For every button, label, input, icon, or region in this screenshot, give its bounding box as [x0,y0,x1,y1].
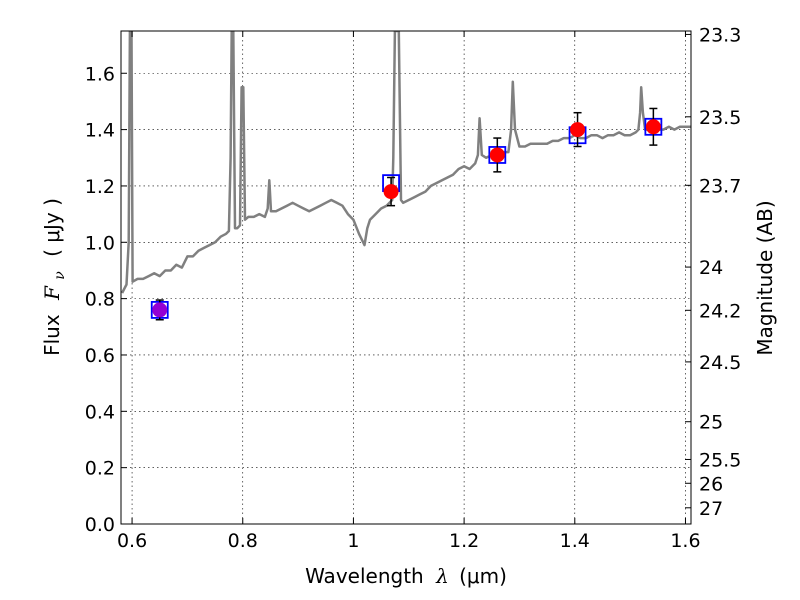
plot-series [121,31,691,321]
y-axis-label-subscript: ν [52,271,68,280]
y2-tick-label: 23.7 [699,175,741,197]
x-axis-label-prefix: Wavelength [305,564,424,588]
y2-tick-label: 25 [699,412,723,434]
observed-flux-point [489,147,505,163]
y-tick-label: 1.6 [85,63,115,85]
y-axis-label-units: ( μJy ) [40,198,64,257]
y2-tick-label: 24.5 [699,352,741,374]
plot-clip-group [121,31,691,321]
model-spectrum-line [121,31,691,294]
x-axis-label-units: (μm) [459,564,507,588]
observed-flux-point [570,122,586,138]
y-tick-label: 0.4 [85,401,115,423]
y2-tick-label: 24 [699,257,723,279]
x-tick-label: 0.6 [117,530,147,552]
observed-flux-point [645,119,661,135]
y-axis-label: Flux F ν ( μJy ) [40,198,69,356]
x-axis-label-symbol: λ [435,564,449,588]
y2-tick-label: 26 [699,473,723,495]
x-tick-label: 1.6 [670,530,700,552]
x-tick-label: 1.2 [449,530,479,552]
y-axis-label-symbol: F [40,285,64,301]
x-tick-label: 0.8 [228,530,258,552]
y-tick-label: 0.2 [85,458,115,480]
y-axis-label-prefix: Flux [40,314,64,356]
y-tick-label: 1.2 [85,176,115,198]
axis-ticks: 0.6 0.8 1 1.2 1.4 1.6 0.0 0.2 0.4 0.6 0.8 1.0 1.2 1.4… [85,24,742,552]
y-tick-label: 0.8 [85,289,115,311]
grid [121,31,691,525]
x-tick-label: 1.4 [560,530,590,552]
y-tick-label: 0.0 [85,514,115,536]
plot-frame [120,30,692,525]
y-tick-label: 1.4 [85,120,115,142]
y2-tick-label: 23.5 [699,107,741,129]
y2-tick-label: 24.2 [699,300,741,322]
observed-flux-point [152,302,168,318]
y2-tick-label: 27 [699,498,723,520]
x-tick-label: 1 [347,530,359,552]
y2-tick-label: 25.5 [699,449,741,471]
x-axis-label: Wavelength λ (μm) [305,564,507,588]
y2-axis-label: Magnitude (AB) [753,200,777,355]
y-tick-label: 1.0 [85,232,115,254]
y-tick-label: 0.6 [85,345,115,367]
y2-tick-label: 23.3 [699,24,741,46]
observed-flux-point [383,184,399,200]
